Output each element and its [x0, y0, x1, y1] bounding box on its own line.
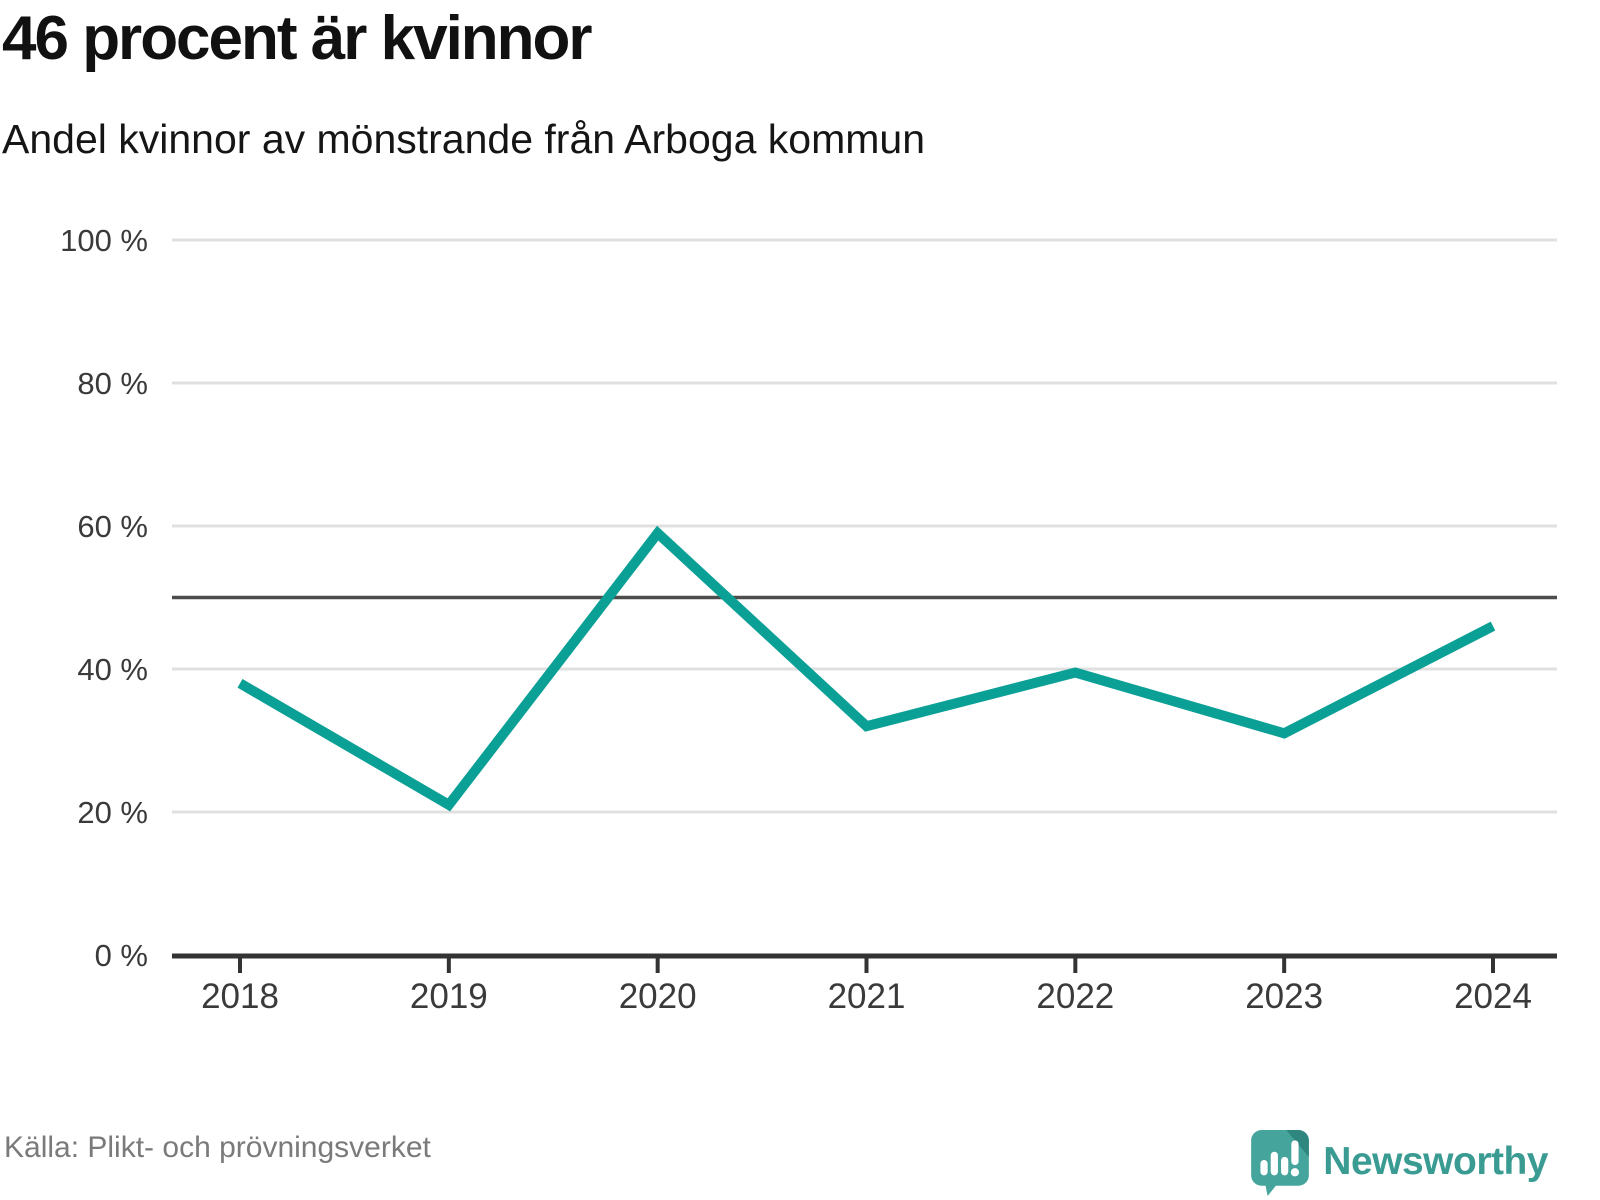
newsworthy-logo-icon [1251, 1130, 1310, 1196]
x-tick-label: 2020 [619, 977, 697, 1016]
logo-exclamation-dot [1291, 1168, 1300, 1177]
x-tick-label: 2022 [1036, 977, 1114, 1016]
y-tick-label: 80 % [77, 366, 148, 401]
data-line [237, 525, 1496, 812]
y-tick-label: 60 % [77, 509, 148, 544]
x-tick-label: 2024 [1454, 977, 1532, 1016]
newsworthy-brand-text: Newsworthy [1323, 1140, 1548, 1183]
chart-title: 46 procent är kvinnor [2, 4, 593, 73]
x-tick-label: 2023 [1245, 977, 1323, 1016]
x-tick-label: 2021 [828, 977, 906, 1016]
y-tick-label: 100 % [60, 223, 148, 258]
logo-fold-shape [1286, 1130, 1310, 1157]
logo-bar-1 [1260, 1159, 1268, 1176]
logo-bar-2 [1271, 1151, 1279, 1176]
y-tick-label: 0 % [95, 938, 148, 973]
y-tick-label: 20 % [77, 795, 148, 830]
x-tick-label: 2019 [410, 977, 488, 1016]
newsworthy-logo: Newsworthy [1249, 1128, 1548, 1196]
chart-subtitle: Andel kvinnor av mönstrande från Arboga … [2, 116, 926, 162]
logo-bar-3 [1281, 1156, 1289, 1176]
y-tick-label: 40 % [77, 652, 148, 687]
x-tick-label: 2018 [201, 977, 279, 1016]
source-text: Källa: Plikt- och prövningsverket [4, 1131, 431, 1164]
logo-exclamation-stem [1291, 1140, 1299, 1166]
